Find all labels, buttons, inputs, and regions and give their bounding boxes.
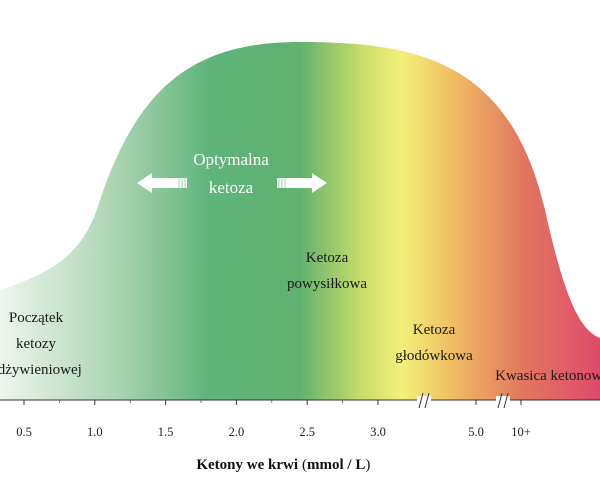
zone-label-line: ketoza <box>209 178 254 197</box>
zone-label-line: Kwasica ketonowa <box>495 368 600 384</box>
axis-break-gap <box>496 396 510 405</box>
arrow-left-icon <box>137 173 187 193</box>
axis-break-mark <box>497 392 503 409</box>
zone-label-line: Początek <box>9 310 64 326</box>
axis-break-gap <box>417 396 431 405</box>
x-tick-label: 2.0 <box>229 425 245 439</box>
axis-break-mark <box>424 392 430 409</box>
x-axis-ticks: 0.5 1.0 1.5 2.0 2.5 3.0 5.0 10+ <box>16 400 531 439</box>
zone-labels: Początek ketozy odżywieniowej Optymalna keto… <box>0 150 600 384</box>
zone-label-line: Ketoza <box>413 322 456 338</box>
x-tick-label: 5.0 <box>468 425 484 439</box>
x-tick-label: 0.5 <box>16 425 32 439</box>
x-tick-label: 3.0 <box>370 425 386 439</box>
zone-label-line: powysiłkowa <box>287 276 367 292</box>
zone-area <box>0 42 600 400</box>
axis-break-mark <box>418 392 424 409</box>
x-tick-label: 1.5 <box>158 425 174 439</box>
axis-break-mark <box>503 392 509 409</box>
optimal-arrows <box>137 173 327 193</box>
zone-label-line: odżywieniowej <box>0 362 82 378</box>
x-axis-title: Ketony we krwi <box>196 457 298 473</box>
x-tick-label: 1.0 <box>87 425 103 439</box>
zone-label-line: ketozy <box>16 336 56 352</box>
zone-label-line: Optymalna <box>193 150 269 169</box>
axis-breaks <box>417 392 510 409</box>
x-tick-label: 2.5 <box>299 425 315 439</box>
x-tick-label: 10+ <box>511 425 531 439</box>
zone-label-line: głodówkowa <box>395 348 473 364</box>
x-axis-unit: (mmol / L) <box>302 457 370 473</box>
arrow-right-icon <box>277 173 327 193</box>
zone-label-line: Ketoza <box>306 250 349 266</box>
